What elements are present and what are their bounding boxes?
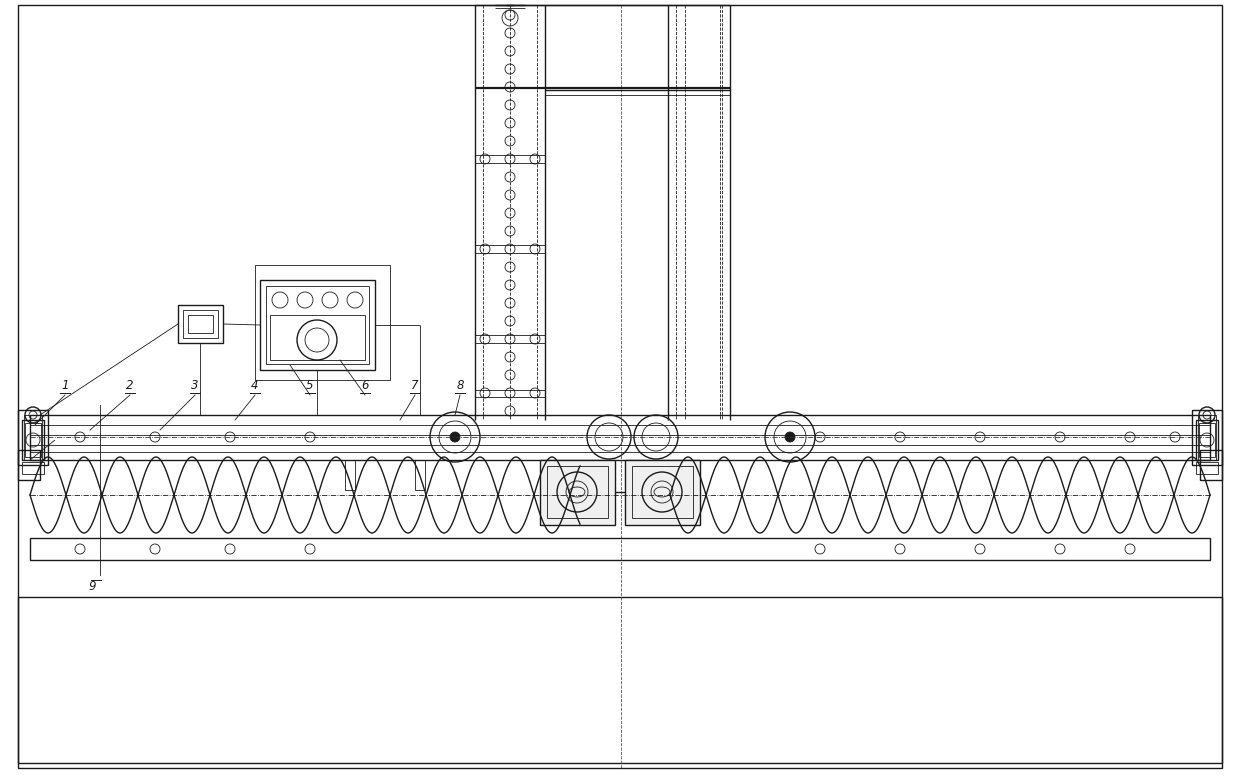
Bar bbox=[1199, 423, 1215, 457]
Text: 6: 6 bbox=[361, 379, 368, 392]
Bar bbox=[30, 415, 1210, 460]
Bar bbox=[22, 420, 43, 460]
Text: 3: 3 bbox=[191, 379, 198, 392]
Text: 7: 7 bbox=[412, 379, 419, 392]
Bar bbox=[345, 460, 355, 490]
Bar bbox=[25, 423, 41, 457]
Circle shape bbox=[785, 432, 795, 442]
Bar bbox=[22, 462, 43, 474]
Circle shape bbox=[450, 432, 460, 442]
Bar bbox=[547, 466, 608, 518]
Bar bbox=[19, 410, 48, 465]
Bar bbox=[19, 450, 40, 480]
Text: 4: 4 bbox=[252, 379, 259, 392]
Bar bbox=[1192, 410, 1221, 465]
Bar bbox=[539, 460, 615, 525]
Bar bbox=[1197, 420, 1218, 460]
Bar bbox=[19, 597, 1221, 763]
Text: 5: 5 bbox=[306, 379, 314, 392]
Text: 1: 1 bbox=[61, 379, 68, 392]
Text: 8: 8 bbox=[456, 379, 464, 392]
Bar bbox=[270, 315, 365, 360]
Bar bbox=[1198, 415, 1216, 460]
Bar bbox=[188, 315, 213, 333]
Bar bbox=[255, 265, 391, 380]
Bar bbox=[415, 460, 425, 490]
Bar bbox=[24, 415, 42, 460]
Text: 2: 2 bbox=[126, 379, 134, 392]
Bar bbox=[1197, 462, 1218, 474]
Bar bbox=[184, 310, 218, 338]
Bar bbox=[260, 280, 374, 370]
Bar bbox=[267, 286, 370, 364]
Bar bbox=[30, 538, 1210, 560]
Bar bbox=[1200, 450, 1221, 480]
Bar bbox=[625, 460, 701, 525]
Bar bbox=[179, 305, 223, 343]
Text: 9: 9 bbox=[88, 580, 95, 593]
Bar bbox=[632, 466, 693, 518]
